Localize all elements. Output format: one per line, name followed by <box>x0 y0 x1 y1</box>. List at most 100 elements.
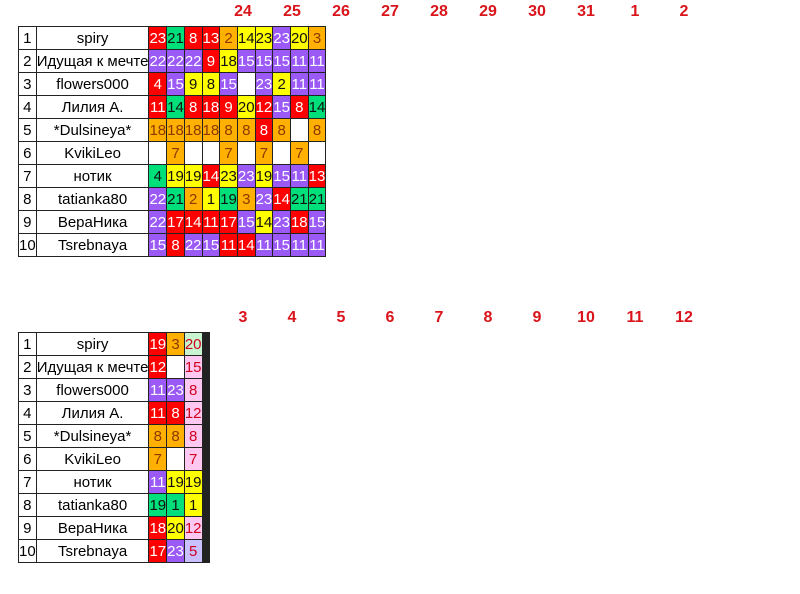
score-cell: 22 <box>166 49 185 73</box>
day-header: 9 <box>532 309 542 326</box>
participant-name: tatianka80 <box>35 493 150 517</box>
day-header: 10 <box>577 309 595 326</box>
score-cell: 7 <box>219 141 238 165</box>
score-cell: 21 <box>166 26 185 50</box>
table-row: 4 Лилия А. 11 14 8 18 9 20 12 15 8 14 <box>18 95 327 119</box>
score-cell <box>166 447 185 471</box>
participant-name: KvikiLeo <box>35 447 150 471</box>
score-cell: 18 <box>183 118 203 142</box>
score-cell: 8 <box>166 424 185 448</box>
score-cell: 15 <box>272 49 291 73</box>
score-cell: 8 <box>183 26 203 50</box>
score-cell: 9 <box>201 49 221 73</box>
score-cell: 23 <box>254 72 274 96</box>
score-cell: 15 <box>272 95 291 119</box>
score-cell: 8 <box>254 118 274 142</box>
table-row: 9 ВераНика 18 20 12 <box>18 516 210 540</box>
participant-name: spiry <box>35 26 150 50</box>
score-cell <box>207 401 210 425</box>
day-header: 11 <box>626 309 644 326</box>
table-row: 1 spiry 23 21 8 13 2 14 23 23 20 3 <box>18 26 327 50</box>
score-cell: 12 <box>183 516 203 540</box>
table-row: 8 tatianka80 19 1 1 <box>18 493 210 517</box>
score-cell: 11 <box>307 72 327 96</box>
day-header: 29 <box>479 3 497 20</box>
score-cell: 14 <box>307 95 327 119</box>
score-cell <box>236 72 256 96</box>
day-header: 8 <box>483 309 493 326</box>
participant-name: flowers000 <box>35 72 150 96</box>
score-cell: 14 <box>183 210 203 234</box>
score-cell: 4 <box>148 72 168 96</box>
score-cell: 11 <box>307 233 327 257</box>
row-number: 3 <box>18 378 37 402</box>
score-cell: 3 <box>307 26 327 50</box>
table-row: 10 Tsrebnaya 15 8 22 15 11 14 11 15 11 11 <box>18 233 327 257</box>
score-cell: 18 <box>166 118 185 142</box>
score-cell: 18 <box>201 118 221 142</box>
score-cell: 22 <box>148 187 168 211</box>
row-number: 9 <box>18 516 37 540</box>
score-cell: 14 <box>166 95 185 119</box>
score-cell: 23 <box>219 164 238 188</box>
participant-name: Идущая к мечте <box>35 49 150 73</box>
participant-name: Tsrebnaya <box>35 539 150 563</box>
row-number: 2 <box>18 49 37 73</box>
participant-name: Tsrebnaya <box>35 233 150 257</box>
score-cell: 9 <box>219 95 238 119</box>
score-cell: 9 <box>183 72 203 96</box>
table-row: 7 нотик 4 19 19 14 23 23 19 15 11 13 <box>18 164 327 188</box>
score-cell: 11 <box>254 233 274 257</box>
table-row: 10 Tsrebnaya 17 23 5 <box>18 539 210 563</box>
score-cell: 11 <box>289 164 309 188</box>
score-cell: 20 <box>289 26 309 50</box>
score-cell <box>207 355 210 379</box>
score-cell: 7 <box>166 141 185 165</box>
score-cell: 11 <box>307 49 327 73</box>
row-number: 3 <box>18 72 37 96</box>
schedule-table-bottom: 1 spiry 19 3 20 2 Идущая к мечте 12 15 3 flowers00… <box>18 332 210 563</box>
score-cell: 14 <box>236 233 256 257</box>
score-cell: 8 <box>183 424 203 448</box>
score-cell: 18 <box>219 49 238 73</box>
score-cell: 11 <box>289 233 309 257</box>
day-header: 2 <box>679 3 689 20</box>
score-cell: 15 <box>166 72 185 96</box>
score-cell: 22 <box>148 210 168 234</box>
score-cell <box>236 141 256 165</box>
score-cell: 22 <box>183 233 203 257</box>
score-cell: 12 <box>183 401 203 425</box>
score-cell: 23 <box>272 210 291 234</box>
score-cell: 23 <box>236 164 256 188</box>
score-cell: 11 <box>148 470 168 494</box>
participant-name: spiry <box>35 332 150 356</box>
table-row: 2 Идущая к мечте 12 15 <box>18 355 210 379</box>
score-cell: 8 <box>236 118 256 142</box>
score-cell: 15 <box>307 210 327 234</box>
score-cell: 4 <box>148 164 168 188</box>
score-cell: 11 <box>148 401 168 425</box>
row-number: 10 <box>18 539 37 563</box>
score-cell: 15 <box>183 355 203 379</box>
score-cell: 19 <box>148 493 168 517</box>
score-cell: 14 <box>254 210 274 234</box>
score-cell <box>207 470 210 494</box>
score-cell: 23 <box>148 26 168 50</box>
day-header: 27 <box>381 3 399 20</box>
score-cell: 12 <box>254 95 274 119</box>
day-header: 4 <box>287 309 297 326</box>
score-cell <box>207 424 210 448</box>
score-cell: 2 <box>219 26 238 50</box>
score-cell: 11 <box>219 233 238 257</box>
score-cell: 23 <box>254 26 274 50</box>
score-cell: 3 <box>236 187 256 211</box>
score-cell: 7 <box>289 141 309 165</box>
score-cell <box>207 447 210 471</box>
participant-name: Идущая к мечте <box>35 355 150 379</box>
score-cell: 15 <box>272 233 291 257</box>
score-cell <box>272 141 291 165</box>
score-cell: 13 <box>201 26 221 50</box>
participant-name: Лилия А. <box>35 95 150 119</box>
participant-name: Лилия А. <box>35 401 150 425</box>
row-number: 4 <box>18 401 37 425</box>
